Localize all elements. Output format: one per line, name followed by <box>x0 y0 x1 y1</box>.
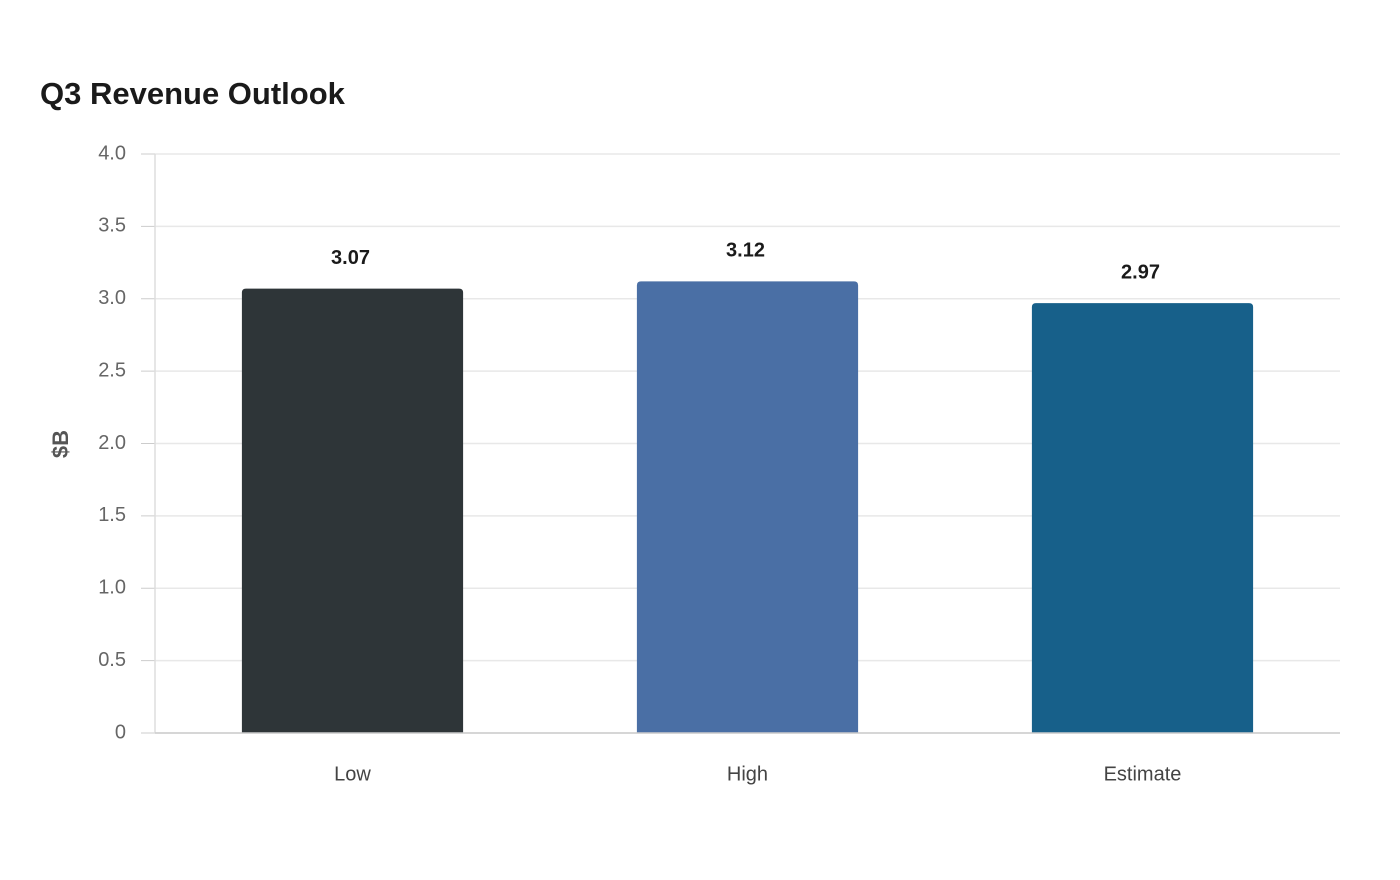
x-tick-label: High <box>727 763 768 785</box>
value-label: 3.07 <box>331 247 370 269</box>
bar <box>636 281 859 733</box>
y-tick-label: 1.0 <box>98 577 126 599</box>
y-tick-label: 2.0 <box>98 432 126 454</box>
bar <box>241 288 464 733</box>
y-tick-label: 0 <box>115 721 126 743</box>
bar <box>1031 303 1254 733</box>
value-label: 3.12 <box>726 240 765 262</box>
y-tick-label: 2.5 <box>98 359 126 381</box>
y-axis-label: $B <box>48 430 73 458</box>
y-tick-label: 4.0 <box>98 142 126 164</box>
y-tick-label: 1.5 <box>98 504 126 526</box>
y-tick-label: 3.0 <box>98 287 126 309</box>
y-tick-label: 3.5 <box>98 215 126 237</box>
x-tick-label: Low <box>334 763 371 785</box>
x-tick-label: Estimate <box>1104 763 1182 785</box>
y-tick-label: 0.5 <box>98 649 126 671</box>
chart-title: Q3 Revenue Outlook <box>40 76 346 111</box>
value-label: 2.97 <box>1121 261 1160 283</box>
